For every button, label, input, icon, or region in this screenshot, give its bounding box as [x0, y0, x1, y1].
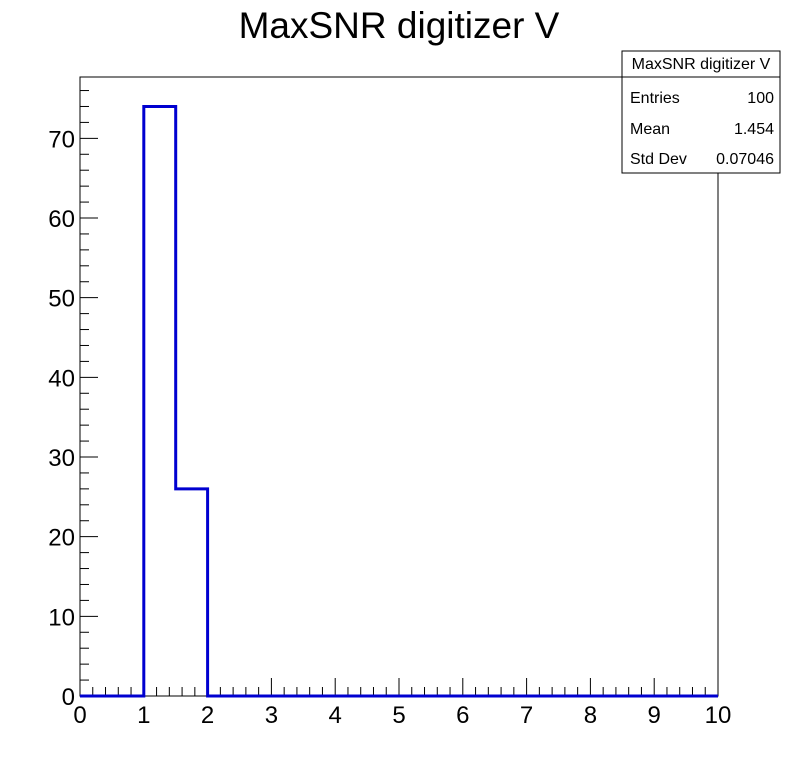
- x-tick-label: 3: [265, 702, 278, 729]
- x-axis-tick-labels: 0 1 2 3 4 5 6 7 8 9 10: [73, 702, 731, 729]
- chart-title: MaxSNR digitizer V: [239, 5, 560, 46]
- x-tick-label: 0: [73, 702, 86, 729]
- y-tick-label: 30: [48, 445, 75, 472]
- x-tick-label: 1: [137, 702, 150, 729]
- x-tick-label: 2: [201, 702, 214, 729]
- y-tick-label: 40: [48, 365, 75, 392]
- x-tick-label: 6: [456, 702, 469, 729]
- stats-stddev-value: 0.07046: [716, 151, 774, 168]
- stats-box-title: MaxSNR digitizer V: [632, 56, 771, 73]
- y-tick-label: 10: [48, 604, 75, 631]
- x-tick-label: 5: [392, 702, 405, 729]
- y-tick-label: 70: [48, 126, 75, 153]
- histogram-outline: [80, 104, 718, 698]
- x-tick-label: 8: [584, 702, 597, 729]
- stats-mean-value: 1.454: [734, 121, 774, 138]
- stats-stddev-label: Std Dev: [630, 151, 687, 168]
- stats-entries-label: Entries: [630, 90, 680, 107]
- x-tick-label: 10: [705, 702, 732, 729]
- y-tick-label: 0: [62, 684, 75, 711]
- stats-entries-value: 100: [747, 90, 774, 107]
- stats-box: MaxSNR digitizer V Entries 100 Mean 1.45…: [621, 50, 781, 174]
- x-tick-label: 9: [648, 702, 661, 729]
- y-tick-label: 20: [48, 525, 75, 552]
- stats-mean-label: Mean: [630, 121, 670, 138]
- x-tick-label: 7: [520, 702, 533, 729]
- x-tick-label: 4: [329, 702, 342, 729]
- y-tick-label: 50: [48, 286, 75, 313]
- y-tick-label: 60: [48, 206, 75, 233]
- y-axis-tick-labels: 0 10 20 30 40 50 60 70: [48, 126, 75, 711]
- x-axis-ticks: [79, 678, 719, 696]
